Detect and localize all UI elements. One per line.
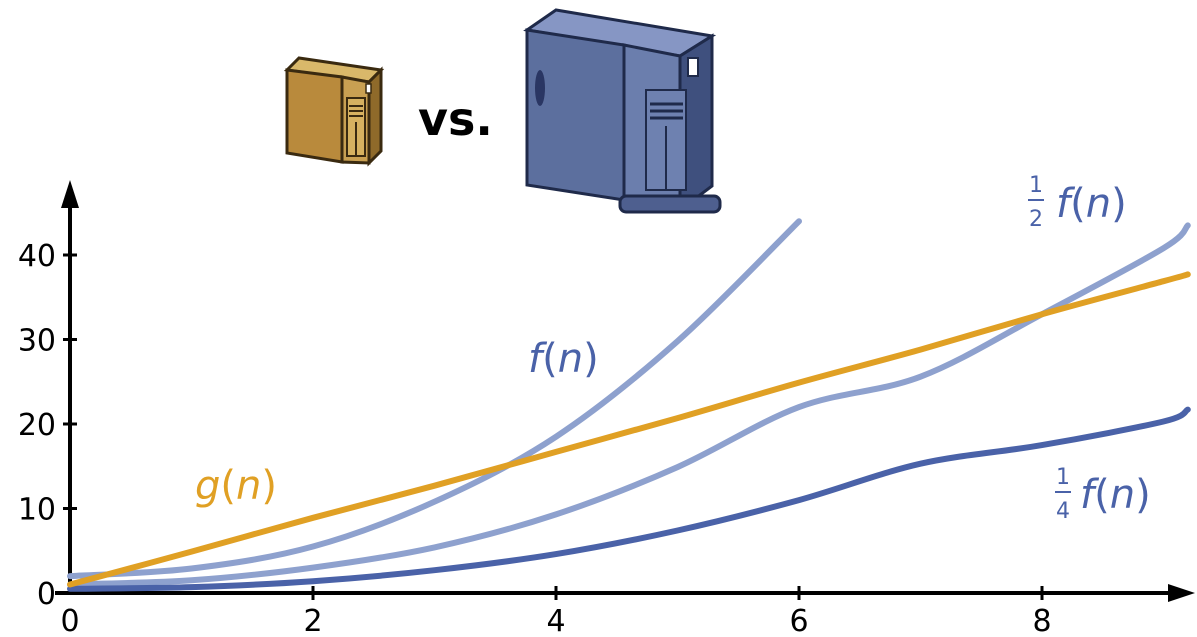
x-axis-arrow [1168, 584, 1195, 602]
series-line-g [67, 271, 1191, 588]
x-tick-label: 6 [789, 604, 808, 637]
svg-text:f(n): f(n) [1056, 181, 1127, 227]
y-axis-arrow [61, 180, 79, 208]
series-line-half-f [67, 222, 1191, 588]
chart-series [67, 218, 1191, 592]
series-line-f [67, 218, 802, 580]
y-tick-label: 40 [18, 239, 56, 274]
y-axis [61, 180, 79, 593]
label-half-f-n: 1 2 f(n) [1028, 173, 1127, 232]
quarter-denominator: 4 [1056, 499, 1070, 524]
small-server-tower-icon [283, 56, 385, 167]
x-tick-label: 4 [546, 604, 565, 637]
label-g-n: g(n) [195, 463, 277, 509]
svg-text:f(n): f(n) [1080, 472, 1151, 518]
y-tick-label: 0 [37, 577, 56, 612]
y-tick-label: 20 [18, 408, 56, 443]
large-server-tower-icon [523, 8, 722, 214]
quarter-numerator: 1 [1056, 465, 1070, 490]
series-line-quarter-f [67, 406, 1191, 592]
axis-ticks: 0 2 4 6 8 0 10 20 30 40 [18, 239, 1052, 637]
x-tick-label: 0 [60, 604, 79, 637]
x-axis [55, 584, 1195, 602]
vs-text: vs. [418, 92, 493, 146]
x-tick-label: 8 [1032, 604, 1051, 637]
x-tick-label: 2 [303, 604, 322, 637]
half-numerator: 1 [1029, 173, 1043, 198]
label-quarter-f-n: 1 4 f(n) [1055, 465, 1151, 524]
y-tick-label: 10 [18, 493, 56, 528]
half-denominator: 2 [1029, 207, 1043, 232]
label-f-n: f(n) [528, 336, 599, 382]
y-tick-label: 30 [18, 324, 56, 359]
